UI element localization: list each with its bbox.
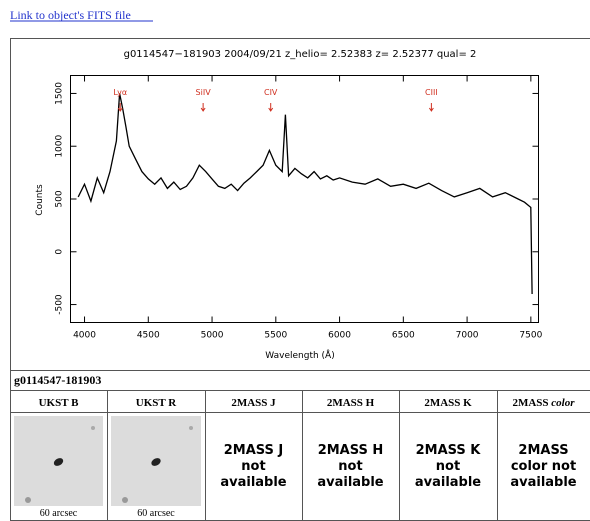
x-tick-label: 4500 (137, 331, 160, 341)
y-tick-label: 500 (55, 190, 65, 207)
line-marker (428, 103, 434, 112)
y-tick-label: 1500 (55, 82, 65, 105)
header-text: 2MASS H (327, 397, 375, 409)
x-tick-label: 7500 (519, 331, 542, 341)
faint-source (122, 497, 128, 503)
unavailable-text: available (220, 475, 286, 490)
line-marker (268, 103, 274, 112)
line-label: SiIV (196, 88, 212, 97)
y-tick-label: 1000 (55, 134, 65, 157)
header-em: color (551, 397, 575, 409)
unavailable-text: available (510, 475, 576, 490)
x-tick-label: 7000 (456, 331, 479, 341)
line-label: Lyα (113, 88, 127, 97)
column-header: UKST B (39, 397, 80, 409)
y-tick-label: -500 (55, 294, 65, 315)
unavailable-text: available (415, 475, 481, 490)
x-tick-label: 5000 (201, 331, 224, 341)
object-name: g0114547-181903 (14, 373, 101, 387)
header-text: 2MASS (512, 397, 548, 409)
y-axis-label: Counts (35, 184, 45, 216)
line-label: CIII (425, 88, 438, 97)
line-label: CIV (264, 88, 278, 97)
unavailable-text: not (338, 459, 362, 474)
header-text: 2MASS K (424, 397, 472, 409)
faint-source (91, 426, 95, 430)
column-header: UKST R (136, 397, 178, 409)
header-text: UKST R (136, 397, 178, 409)
thumbnail-caption: 60 arcsec (40, 508, 78, 519)
unavailable-text: color not (511, 459, 576, 474)
line-marker (117, 103, 123, 112)
unavailable-text: 2MASS K (416, 443, 482, 458)
fits-link[interactable]: Link to object's FITS file (10, 8, 131, 22)
spectrum (77, 93, 533, 295)
x-tick-label: 6000 (328, 331, 351, 341)
column-header: 2MASS color (512, 397, 575, 409)
source-blob (151, 458, 161, 466)
y-tick-label: 0 (55, 249, 65, 255)
x-tick-label: 4000 (73, 331, 96, 341)
unavailable-text: not (436, 459, 460, 474)
unavailable-text: 2MASS H (318, 443, 384, 458)
source-blob (53, 458, 64, 466)
column-header: 2MASS K (424, 397, 472, 409)
unavailable-text: 2MASS (518, 443, 568, 458)
x-axis-label: Wavelength (Å) (265, 349, 334, 361)
line-marker (200, 103, 206, 112)
header-text: 2MASS J (231, 397, 276, 409)
thumbnail-caption: 60 arcsec (137, 508, 175, 519)
faint-source (189, 426, 193, 430)
unavailable-text: not (241, 459, 265, 474)
plot-title: g0114547−181903 2004/09/21 z_helio= 2.52… (124, 49, 477, 60)
column-header: 2MASS H (327, 397, 375, 409)
column-header: 2MASS J (231, 397, 276, 409)
header-text: UKST B (39, 397, 80, 409)
x-tick-label: 6500 (392, 331, 415, 341)
x-tick-label: 5500 (264, 331, 287, 341)
faint-source (25, 497, 31, 503)
unavailable-text: available (317, 475, 383, 490)
unavailable-text: 2MASS J (224, 443, 284, 458)
